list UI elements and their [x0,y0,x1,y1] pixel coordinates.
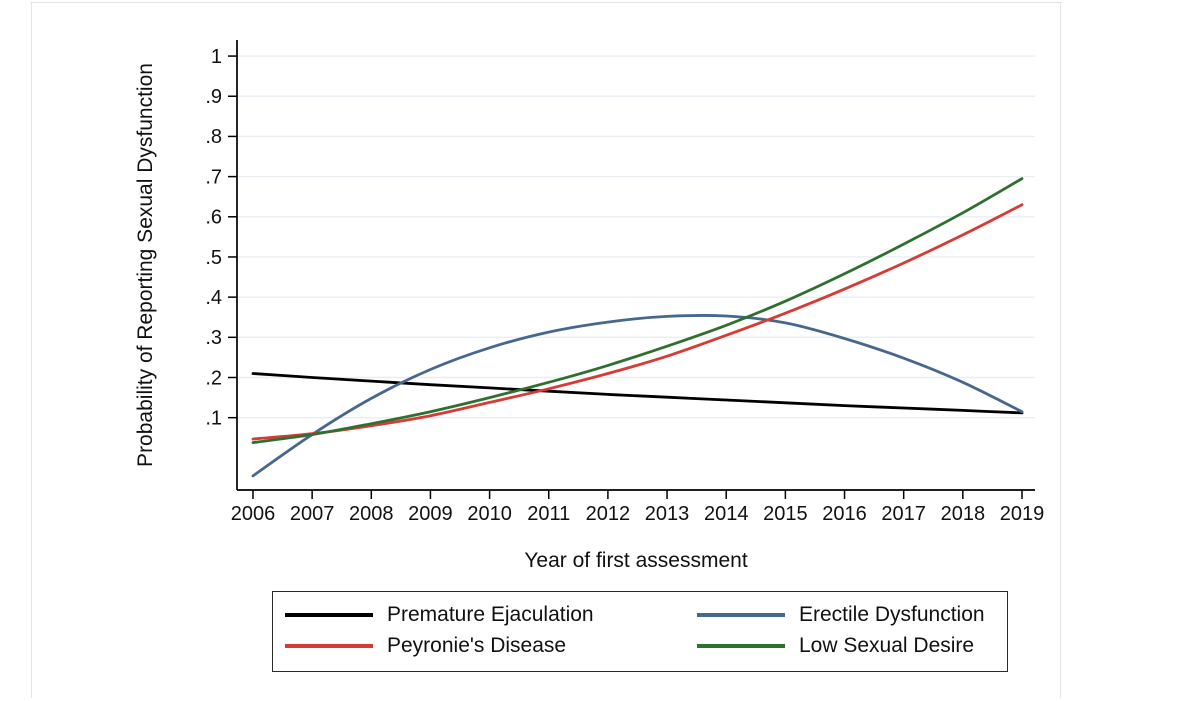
y-tick-label: .7 [205,166,222,188]
y-tick-label: .4 [205,287,222,309]
x-tick-label: 2015 [763,503,808,525]
x-tick-label: 2006 [231,503,276,525]
x-tick-label: 2012 [586,503,631,525]
x-tick-label: 2007 [290,503,335,525]
y-tick-label: .6 [205,207,222,229]
x-tick-label: 2016 [822,503,867,525]
page-border-left [31,2,32,698]
page-border-right [1060,2,1061,698]
series-line-peyronie-s-disease [251,203,1024,441]
x-tick-label: 2014 [704,503,749,525]
y-tick-label: .1 [205,407,222,429]
legend-label: Erectile Dysfunction [799,603,985,626]
y-tick-label: .2 [205,367,222,389]
legend-line-swatch [285,613,373,617]
legend-line-swatch [697,644,785,648]
y-tick-label: .3 [205,327,222,349]
x-tick-label: 2019 [1000,503,1045,525]
x-tick-label: 2010 [467,503,512,525]
y-axis-title: Probability of Reporting Sexual Dysfunct… [134,63,157,467]
legend-item-premature-ejaculation: Premature Ejaculation [285,602,697,628]
legend-line-swatch [697,613,785,617]
legend-item-peyronie-s-disease: Peyronie's Disease [285,633,697,659]
y-tick-label: 1 [211,46,222,68]
y-tick-label: .5 [205,247,222,269]
page-border-top [30,2,1062,3]
x-tick-label: 2018 [941,503,986,525]
legend-label: Peyronie's Disease [387,634,567,657]
y-tick-label: .9 [205,86,222,108]
y-tick-label: .8 [205,126,222,148]
series-line-low-sexual-desire [251,177,1024,444]
x-tick-label: 2008 [349,503,394,525]
axes: .1 .2 .3 .4 .5 .6 .7 .8 .9 1 2006 2007 2008 2009 2010 2… [205,40,1044,525]
legend-label: Premature Ejaculation [387,603,594,626]
legend-label: Low Sexual Desire [799,634,975,657]
x-tick-label: 2009 [408,503,453,525]
gridlines [237,55,1035,419]
legend-item-erectile-dysfunction: Erectile Dysfunction [697,602,999,628]
x-tick-label: 2013 [645,503,690,525]
series-line-erectile-dysfunction [251,314,1024,478]
legend: Premature Ejaculation Erectile Dysfunctio… [272,591,1008,672]
legend-line-swatch [285,644,373,648]
x-axis-title: Year of first assessment [524,549,747,572]
x-tick-label: 2011 [527,503,570,525]
series-lines [251,177,1024,478]
x-tick-label: 2017 [881,503,926,525]
series-line-premature-ejaculation [251,372,1024,415]
legend-item-low-sexual-desire: Low Sexual Desire [697,633,999,659]
